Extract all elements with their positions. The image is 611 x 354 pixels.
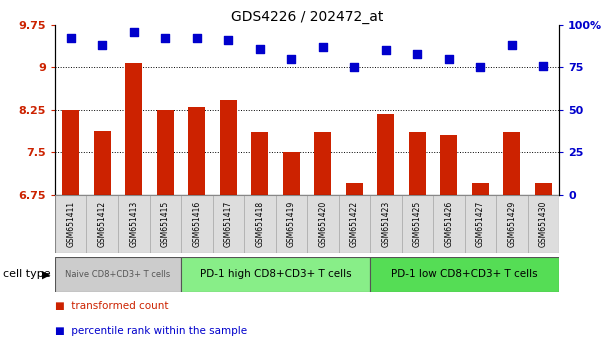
- Bar: [125, 63, 142, 195]
- Bar: [181, 257, 370, 292]
- Bar: [440, 135, 458, 195]
- Text: GSM651427: GSM651427: [476, 201, 485, 247]
- Bar: [93, 131, 111, 195]
- Text: Naive CD8+CD3+ T cells: Naive CD8+CD3+ T cells: [65, 270, 170, 279]
- Bar: [181, 195, 213, 253]
- Bar: [527, 195, 559, 253]
- Bar: [244, 195, 276, 253]
- Bar: [314, 132, 331, 195]
- Bar: [409, 132, 426, 195]
- Text: GSM651419: GSM651419: [287, 201, 296, 247]
- Text: GSM651413: GSM651413: [130, 201, 138, 247]
- Point: [475, 64, 485, 70]
- Text: GSM651412: GSM651412: [98, 201, 107, 247]
- Point: [507, 42, 517, 48]
- Bar: [251, 132, 268, 195]
- Title: GDS4226 / 202472_at: GDS4226 / 202472_at: [231, 10, 383, 24]
- Bar: [401, 195, 433, 253]
- Bar: [118, 195, 150, 253]
- Point: [381, 47, 390, 53]
- Bar: [433, 195, 464, 253]
- Bar: [150, 195, 181, 253]
- Text: GSM651415: GSM651415: [161, 201, 170, 247]
- Point: [538, 63, 548, 68]
- Text: GSM651416: GSM651416: [192, 201, 201, 247]
- Bar: [156, 110, 174, 195]
- Bar: [338, 195, 370, 253]
- Text: cell type: cell type: [3, 269, 51, 279]
- Text: ■  percentile rank within the sample: ■ percentile rank within the sample: [55, 326, 247, 336]
- Text: GSM651418: GSM651418: [255, 201, 265, 247]
- Text: ■  transformed count: ■ transformed count: [55, 301, 169, 311]
- Bar: [276, 195, 307, 253]
- Text: GSM651426: GSM651426: [444, 201, 453, 247]
- Text: PD-1 high CD8+CD3+ T cells: PD-1 high CD8+CD3+ T cells: [200, 269, 351, 279]
- Point: [318, 44, 327, 50]
- Bar: [188, 107, 205, 195]
- Point: [287, 56, 296, 62]
- Text: ▶: ▶: [42, 269, 50, 279]
- Point: [412, 51, 422, 57]
- Text: GSM651423: GSM651423: [381, 201, 390, 247]
- Bar: [307, 195, 338, 253]
- Bar: [219, 99, 237, 195]
- Point: [444, 56, 454, 62]
- Point: [349, 64, 359, 70]
- Bar: [496, 195, 527, 253]
- Bar: [55, 257, 181, 292]
- Text: GSM651420: GSM651420: [318, 201, 327, 247]
- Point: [129, 29, 139, 34]
- Bar: [535, 183, 552, 195]
- Bar: [370, 195, 401, 253]
- Point: [66, 35, 76, 41]
- Bar: [55, 195, 87, 253]
- Bar: [346, 183, 363, 195]
- Point: [97, 42, 107, 48]
- Bar: [370, 257, 559, 292]
- Text: GSM651422: GSM651422: [349, 201, 359, 247]
- Bar: [472, 183, 489, 195]
- Point: [160, 35, 170, 41]
- Text: GSM651425: GSM651425: [413, 201, 422, 247]
- Bar: [464, 195, 496, 253]
- Text: PD-1 low CD8+CD3+ T cells: PD-1 low CD8+CD3+ T cells: [391, 269, 538, 279]
- Text: GSM651430: GSM651430: [539, 201, 548, 247]
- Point: [224, 37, 233, 43]
- Bar: [283, 152, 300, 195]
- Text: GSM651411: GSM651411: [66, 201, 75, 247]
- Bar: [62, 110, 79, 195]
- Bar: [503, 132, 521, 195]
- Bar: [377, 114, 395, 195]
- Point: [255, 46, 265, 51]
- Text: GSM651417: GSM651417: [224, 201, 233, 247]
- Point: [192, 35, 202, 41]
- Bar: [87, 195, 118, 253]
- Bar: [213, 195, 244, 253]
- Text: GSM651429: GSM651429: [507, 201, 516, 247]
